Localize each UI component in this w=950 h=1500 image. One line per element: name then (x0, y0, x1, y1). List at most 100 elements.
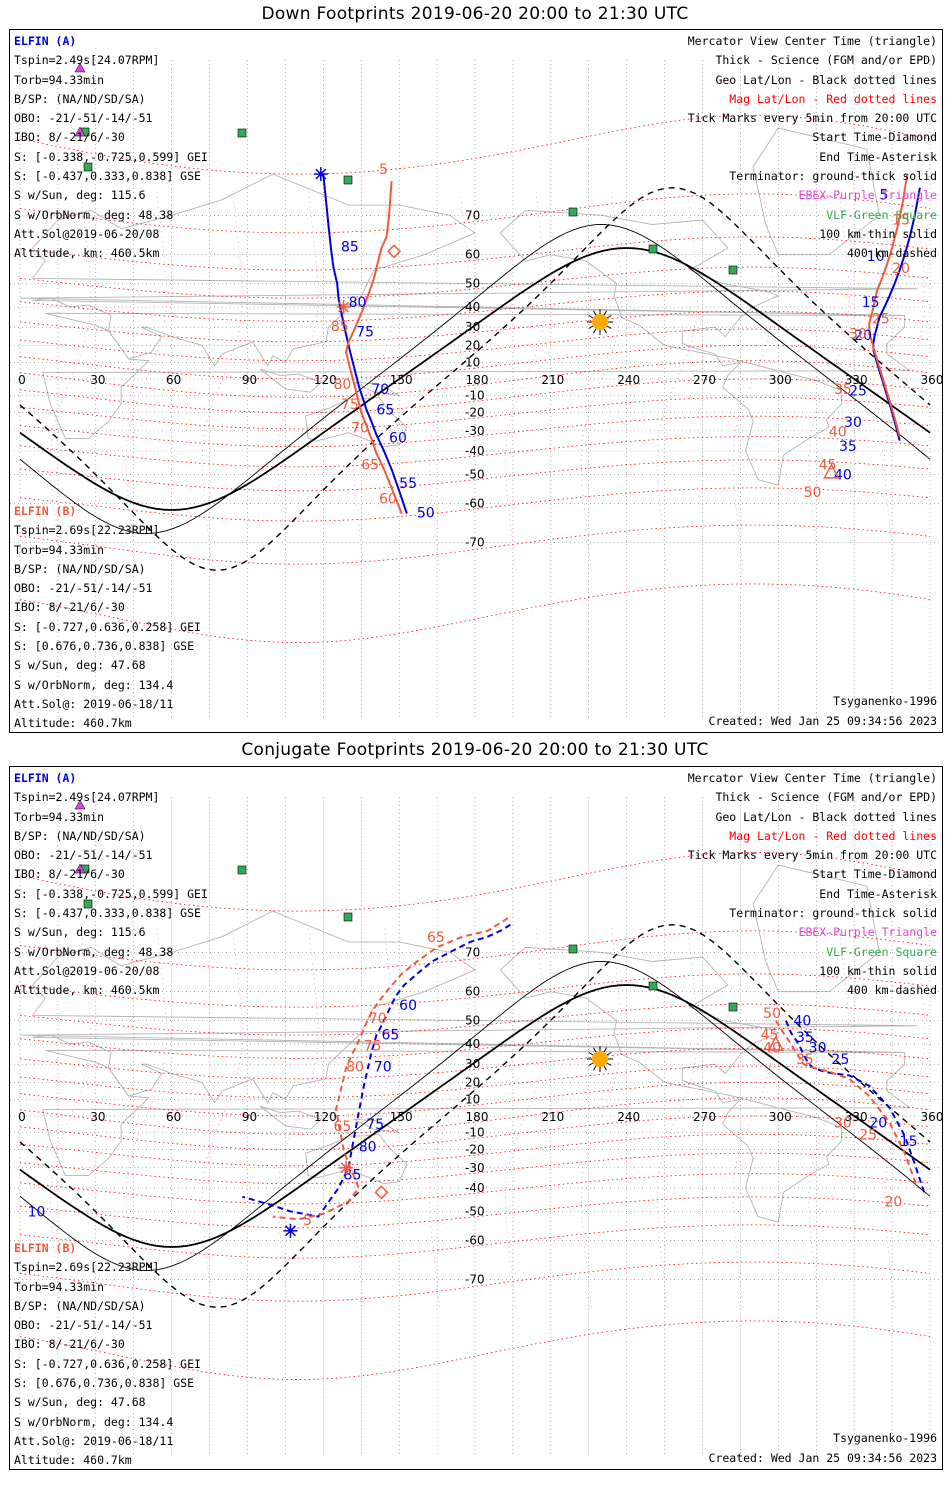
track-tick-label: 30 (834, 1116, 852, 1132)
lon-tick-label: 0 (18, 373, 26, 387)
map-canvas: 0 30 60 90 120 150 180 210 240 270 300 330 360 70 60 50… (10, 797, 942, 1457)
info-line: Att.Sol@: 2019-06-18/11 (14, 696, 174, 711)
legend-entry: Geo Lat/Lon - Black dotted lines (715, 72, 937, 87)
track-elfin-a1 (242, 923, 511, 1218)
info-line: B/SP: (NA/ND/SD/SA) (14, 561, 146, 576)
lat-tick-label: 20 (465, 338, 480, 352)
track-tick-label: 85 (341, 239, 359, 255)
mag-lat--70 (19, 524, 931, 565)
track-tick-label: 25 (872, 311, 890, 327)
info-line: S w/OrbNorm, deg: 48.38 (14, 207, 174, 222)
info-line: S w/Sun, deg: 47.68 (14, 1395, 146, 1410)
legend-entry: EBEX-Purple Triangle (798, 188, 937, 203)
lat-tick-label: 10 (465, 355, 480, 369)
sun-ray (588, 325, 594, 329)
lat-tick-label: 60 (465, 248, 480, 262)
legend-entry: VLF-Green Square (826, 207, 937, 222)
lat-tick-label: -40 (465, 1181, 485, 1195)
info-line: Torb=94.33min (14, 1279, 105, 1294)
track-tick-label: 75 (366, 1117, 384, 1133)
lon-tick-label: 330 (845, 1110, 868, 1124)
mag-lat-20 (19, 328, 931, 362)
mag-grid (19, 114, 931, 644)
track-tick-label: 85 (331, 319, 349, 335)
track-tick-label: 80 (359, 1139, 377, 1155)
spacecraft-header: ELFIN (B) (14, 504, 77, 518)
legend-entry: Tick Marks every 5min from 20:00 UTC (687, 848, 937, 863)
track-elfin-b2 (774, 1020, 919, 1189)
lat-tick-label: -70 (465, 1273, 485, 1287)
info-line: OBO: -21/-51/-14/-51 (14, 1318, 153, 1333)
mag-lat-80 (19, 114, 931, 175)
lat-tick-label: -10 (465, 1126, 485, 1140)
terminator-400km (19, 186, 931, 572)
legend-entry: End Time-Asterisk (819, 886, 937, 901)
track-tick-label: 75 (341, 397, 359, 413)
sun-disk (592, 1051, 608, 1067)
legend-entry: Start Time-Diamond (812, 130, 937, 145)
vlf-square (343, 912, 353, 922)
sun-ray (603, 310, 607, 316)
lat-tick-label: 60 (465, 985, 480, 999)
terminator-100km (19, 224, 931, 534)
geo-grid (10, 60, 942, 720)
track-tick-label: 65 (381, 1028, 399, 1044)
terminator-100km (19, 961, 931, 1271)
coastline-6 (259, 1105, 322, 1130)
info-line: OBO: -21/-51/-14/-51 (14, 111, 153, 126)
mag-grid (19, 851, 931, 1381)
track-tick-label: 65 (427, 930, 445, 946)
mag-lon-170 (429, 187, 471, 571)
legend: Mercator View Center Time (triangle) Thic… (688, 32, 937, 264)
track-tick-label: 50 (763, 1006, 781, 1022)
info-line: Altitude: 460.7km (14, 716, 132, 731)
track-elfin-a1 (322, 173, 408, 514)
info-line: B/SP: (NA/ND/SD/SA) (14, 1298, 146, 1313)
mag-lat--10 (19, 378, 931, 413)
track-tick-label: 65 (361, 457, 379, 473)
vlf-square (237, 128, 247, 138)
lon-tick-label: 210 (541, 373, 564, 387)
elfin-a_info-panel: ELFIN (A) Tspin=2.49s[24.07RPM] Torb=94.33… (14, 769, 208, 1001)
lon-tick-label: 210 (541, 1110, 564, 1124)
lat-tick-label: -10 (465, 389, 485, 403)
center-time-triangle-marker (823, 463, 840, 479)
info-line: S: [-0.437,0.333,0.838] GSE (14, 169, 201, 184)
info-line: Tspin=2.69s[22.23RPM] (14, 523, 160, 538)
mag-lon-230 (580, 924, 622, 1308)
info-line: S w/OrbNorm, deg: 48.38 (14, 944, 174, 959)
info-line: Att.Sol@2019-06-20/08 (14, 963, 160, 978)
elfin-a_info-panel: ELFIN (A) Tspin=2.49s[24.07RPM] Torb=94.33… (14, 32, 208, 264)
track-tick-label: 80 (346, 1060, 364, 1076)
sun-ray (603, 1065, 607, 1071)
lon-tick-label: 300 (769, 373, 792, 387)
mag-lon-170 (429, 924, 471, 1308)
sun-ray (593, 328, 597, 334)
mag-lat--20 (19, 1133, 931, 1167)
lat-tick-label: 30 (465, 1057, 480, 1071)
coastline-5 (353, 381, 400, 397)
mag-lat-20 (19, 1065, 931, 1099)
vlf-square (728, 265, 738, 275)
mag-lat--70 (19, 1261, 931, 1302)
spacecraft-header: ELFIN (B) (14, 1241, 77, 1255)
lon-tick-label: 60 (166, 1110, 181, 1124)
track-elfin-b1 (272, 917, 509, 1221)
lat-tick-label: 20 (465, 1075, 480, 1089)
info-line: Altitude, km: 460.5km (14, 983, 160, 998)
info-line: Tspin=2.49s[24.07RPM] (14, 53, 160, 68)
asterisk-stroke (340, 1162, 352, 1174)
mag-lon-230 (580, 187, 622, 571)
legend-entry: Thick - Science (FGM and/or EPD) (715, 790, 937, 805)
lon-tick-label: 30 (90, 1110, 105, 1124)
lon-tick-label: 180 (466, 1110, 489, 1124)
lat-tick-label: 70 (465, 208, 480, 222)
legend-entry: Geo Lat/Lon - Black dotted lines (715, 809, 937, 824)
sun-ray (606, 1062, 612, 1066)
track-tick-label: 20 (885, 1194, 903, 1210)
sun-ray (606, 315, 612, 319)
down-footprints-map: 0 30 60 90 120 150 180 210 240 270 300 330 360 70 60 50… (9, 29, 943, 733)
legend-entry: End Time-Asterisk (819, 149, 937, 164)
axis-labels: 0 30 60 90 120 150 180 210 240 270 300 330 360 70 60 50… (18, 945, 942, 1286)
